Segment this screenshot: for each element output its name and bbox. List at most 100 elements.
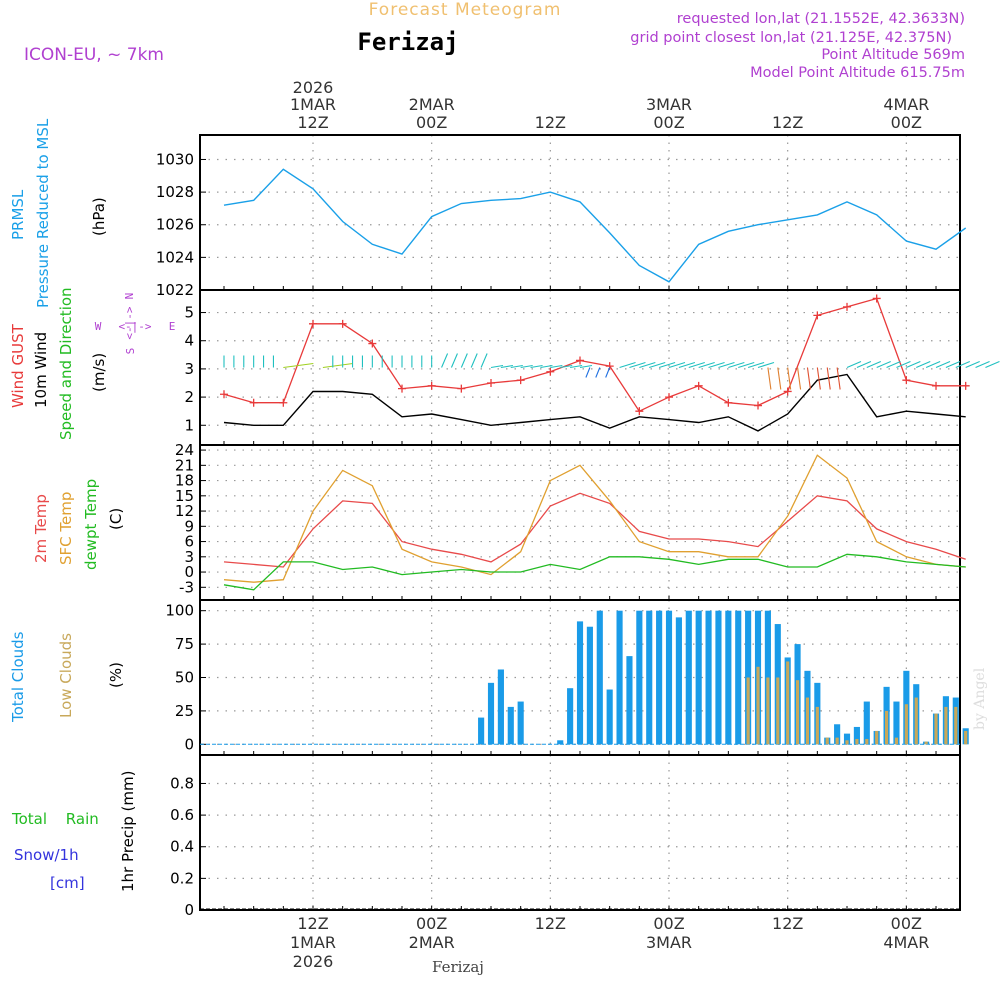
- wind-direction-arrow: [816, 367, 821, 390]
- bottom-hour-label: 12Z: [535, 914, 566, 933]
- gust-marker: [665, 393, 674, 402]
- prmsl-label: PRMSL: [9, 189, 27, 240]
- wind-direction-arrow: [985, 360, 1000, 369]
- low-cloud-bar: [786, 661, 790, 745]
- low-cloud-bar: [746, 677, 750, 745]
- compass-rose: N S W E <-|-> <-|->: [95, 293, 176, 355]
- bottom-hour-label: 00Z: [416, 914, 447, 933]
- y-tick-label: 50: [175, 669, 194, 687]
- total-clouds-label: Total Clouds: [9, 631, 27, 723]
- y-tick-label: 5: [184, 304, 194, 322]
- panel-frame: [199, 754, 961, 911]
- bottom-hour-label: 00Z: [653, 914, 684, 933]
- total-cloud-bar: [646, 610, 653, 745]
- top-hour-label: 00Z: [416, 113, 447, 132]
- gust-marker: [309, 319, 317, 328]
- gust-marker: [902, 376, 911, 385]
- y-tick-label: 1028: [156, 183, 194, 201]
- prmsl-unit: (hPa): [90, 197, 108, 236]
- gust-marker: [427, 381, 436, 390]
- grid-point-coords: grid point closest lon,lat (21.125E, 42.…: [630, 30, 952, 46]
- total-cloud-bar: [735, 610, 742, 745]
- bottom-day-label: 1MAR: [290, 933, 336, 952]
- y-tick-label: 1030: [156, 150, 194, 168]
- y-tick-label: 0.6: [170, 806, 194, 824]
- gust-marker: [843, 302, 852, 311]
- y-tick-label: 0: [184, 901, 194, 919]
- gust-marker: [398, 384, 407, 393]
- precip-axis-title: Total Rain Snow/1h [cm] 1hr Precip (mm): [11, 771, 137, 892]
- low-cloud-bar: [835, 737, 839, 745]
- y-tick-label: 3: [184, 548, 194, 566]
- wind-direction-arrow: [490, 364, 504, 369]
- y-tick-label: 21: [175, 456, 194, 474]
- precip-unit: 1hr Precip (mm): [119, 771, 137, 892]
- pressure-axis-title: PRMSL Pressure Reduced to MSL (hPa): [9, 118, 108, 308]
- model-label: ICON-EU, ~ 7km: [24, 45, 164, 65]
- low-cloud-bar: [855, 738, 859, 745]
- snow-label: Snow/1h: [14, 846, 79, 864]
- total-cloud-bar: [725, 610, 732, 745]
- model-altitude: Model Point Altitude 615.75m: [750, 65, 965, 81]
- top-hour-label: 00Z: [891, 113, 922, 132]
- wind-unit: (m/s): [90, 353, 108, 392]
- wind-line: [223, 373, 966, 432]
- panel-1: 1022 1024 1026 1028 1030: [156, 134, 967, 299]
- low-cloud-bar: [776, 677, 780, 745]
- gust-marker: [694, 381, 703, 390]
- point-altitude: Point Altitude 569m: [821, 47, 965, 63]
- dewpt-line: [223, 553, 966, 591]
- wind-direction-arrow: [718, 361, 735, 369]
- wind-direction-arrow: [649, 361, 666, 369]
- panel-4: 0 25 50 75 100: [165, 599, 969, 756]
- low-cloud-bar: [815, 706, 819, 745]
- top-hour-label: 00Z: [653, 113, 684, 132]
- total-cloud-bar: [695, 610, 702, 745]
- wind-direction-arrow: [629, 361, 646, 369]
- bottom-day-label: 4MAR: [883, 933, 929, 952]
- wind-direction-arrow: [570, 364, 583, 369]
- wind-direction-arrow: [668, 361, 686, 369]
- cloud-unit: (%): [107, 662, 125, 688]
- low-cloud-bar: [756, 666, 760, 745]
- wind-direction-arrow: [945, 360, 961, 369]
- panel-frame: [199, 134, 961, 291]
- gust-marker: [249, 398, 258, 407]
- wind-direction-arrow: [935, 360, 951, 369]
- low-cloud-bar: [924, 741, 928, 745]
- wind-direction-arrow: [450, 353, 458, 368]
- wind-direction-arrow: [283, 362, 314, 369]
- total-cloud-bar: [576, 621, 584, 745]
- wind-direction-arrow: [965, 360, 980, 369]
- y-tick-label: 2: [184, 388, 194, 406]
- pressure-line: [223, 168, 967, 283]
- dewpt-label: dewpt Temp: [82, 479, 100, 570]
- top-hour-label: 12Z: [772, 113, 803, 132]
- gust-line: [223, 297, 966, 413]
- y-tick-label: 25: [175, 702, 194, 720]
- wind-direction-arrow: [876, 360, 891, 369]
- top-day-label: 2MAR: [409, 95, 455, 114]
- y-tick-label: 0: [184, 735, 194, 753]
- wind-direction-arrow: [955, 360, 971, 369]
- wind-direction-arrow: [595, 367, 601, 378]
- wind-direction-arrow: [540, 364, 553, 369]
- compass-n: N: [123, 293, 136, 300]
- prmsl-full-label: Pressure Reduced to MSL: [34, 118, 52, 308]
- gust-marker: [754, 401, 763, 410]
- footer-location: Ferizaj: [432, 958, 484, 976]
- wind-direction-arrow: [560, 364, 573, 369]
- y-tick-label: 0.2: [170, 869, 194, 887]
- wind-axis-title: Wind GUST 10m Wind Speed and Direction (…: [9, 287, 175, 440]
- y-tick-label: 1: [184, 416, 194, 434]
- wind-direction-arrow: [846, 360, 862, 369]
- total-cloud-bar: [487, 682, 495, 745]
- wind-direction-arrow: [688, 361, 705, 369]
- sfc-temp-label: SFC Temp: [57, 492, 75, 565]
- low-cloud-bar: [904, 704, 908, 745]
- gust-marker: [783, 387, 792, 396]
- wind-gust-label: Wind GUST: [9, 323, 27, 408]
- low-cloud-bar: [875, 730, 879, 745]
- total-cloud-bar: [616, 610, 623, 745]
